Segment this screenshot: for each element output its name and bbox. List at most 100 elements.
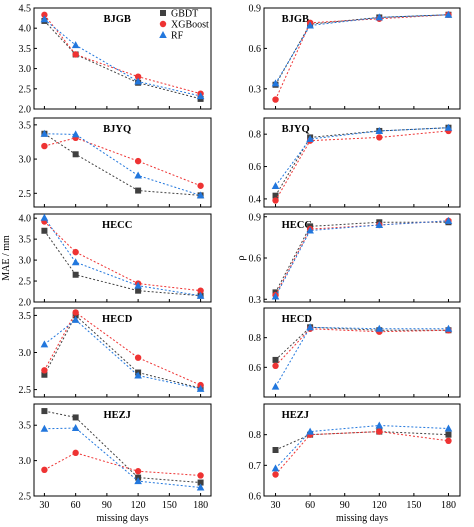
data-point-rf: [375, 324, 384, 332]
y-tick-label: 0.6: [249, 44, 262, 55]
panel-rho-hecd: 0.6 0.8 HECD: [249, 307, 461, 398]
panel-mae-bjyq: 2.5 3.0 3.5 BJYQ: [19, 117, 212, 208]
data-point-gbdt: [72, 271, 79, 278]
data-point-xgboost: [134, 468, 142, 475]
y-tick-label: 3.5: [19, 421, 32, 432]
panel-rho-hecc: 0.3 0.6 0.9 HECC: [249, 212, 461, 306]
panel-frame: [33, 7, 212, 110]
y-tick-label: 0.3: [249, 295, 262, 306]
data-point-xgboost: [272, 96, 279, 103]
data-point-rf: [444, 424, 453, 432]
series-line-gbdt: [44, 133, 201, 196]
series-line-rf: [44, 217, 201, 297]
data-point-xgboost: [41, 466, 48, 474]
data-point-rf: [40, 129, 49, 137]
panel-title: HEZJ: [282, 410, 309, 421]
y-tick-label: 4.0: [19, 214, 32, 225]
y-tick-label: 0.6: [249, 363, 262, 374]
data-point-xgboost: [134, 73, 142, 80]
y-tick-label: 0.6: [249, 254, 262, 265]
data-point-xgboost: [272, 362, 279, 370]
y-tick-label: 3.5: [19, 120, 32, 131]
series-line-gbdt: [43, 314, 201, 389]
data-point-xgboost: [376, 134, 383, 141]
data-point-rf: [134, 171, 142, 179]
data-point-rf: [40, 340, 49, 348]
data-point-rf: [306, 226, 314, 234]
y-tick-label: 2.5: [19, 189, 32, 200]
x-tick-label: 30: [39, 500, 49, 511]
y-tick-label: 0.8: [249, 333, 262, 344]
series-line-xgboost: [275, 431, 449, 475]
data-point-gbdt: [272, 192, 279, 199]
data-point-gbdt: [135, 287, 142, 294]
legend-label-xgboost: XGBoost: [171, 20, 209, 31]
y-tick-label: 0.3: [249, 84, 262, 95]
data-point-rf: [40, 15, 49, 23]
series-line-gbdt: [275, 221, 449, 293]
series-line-xgboost: [44, 14, 201, 95]
panel-frame: [33, 403, 212, 497]
series-line-rf: [275, 127, 449, 187]
y-tick-label: 3.5: [19, 235, 32, 246]
y-axis-label: ρ: [236, 256, 247, 261]
panel-rho-hezj: 0.6 0.7 0.8 30 60 90 120 150 180 HEZJ: [249, 403, 461, 511]
data-point-gbdt: [41, 408, 48, 415]
panel-frame: [263, 117, 461, 208]
y-axis-label: MAE / mm: [1, 235, 12, 281]
series-line-rf: [44, 18, 201, 97]
data-point-xgboost: [197, 182, 204, 189]
y-tick-label: 4.5: [19, 4, 32, 15]
series-line-xgboost: [275, 328, 449, 367]
data-point-rf: [71, 424, 80, 432]
series-line-xgboost: [43, 311, 201, 386]
data-point-rf: [375, 126, 384, 134]
x-tick-label: 30: [271, 500, 281, 511]
data-point-rf: [271, 382, 280, 390]
series-line-rf: [44, 427, 201, 489]
y-tick-label: 2.5: [19, 492, 32, 503]
data-point-rf: [196, 191, 205, 199]
x-tick-label: 150: [406, 500, 421, 511]
y-tick-label: 3.0: [19, 348, 32, 359]
data-point-rf: [134, 77, 142, 85]
series-line-gbdt: [275, 326, 449, 361]
x-tick-label: 150: [162, 500, 177, 511]
data-point-rf: [444, 216, 453, 224]
y-tick-label: 3.0: [19, 64, 32, 75]
data-point-xgboost: [41, 11, 48, 19]
legend-label-gbdt: GBDT: [171, 9, 198, 20]
panel-rho-bjgb: 0.3 0.6 0.9 BJGB: [249, 4, 461, 110]
y-tick-label: 2.5: [19, 277, 32, 288]
data-point-rf: [271, 464, 280, 472]
data-point-rf: [375, 421, 384, 429]
data-point-rf: [40, 213, 49, 221]
data-point-rf: [271, 79, 280, 87]
panel-mae-hecd: 2.5 3.0 3.5 HECD: [19, 307, 212, 398]
data-point-gbdt: [197, 479, 204, 486]
panel-title: HECD: [282, 314, 313, 325]
series-line-xgboost: [275, 130, 449, 201]
series-line-xgboost: [44, 137, 201, 187]
panel-title: HEZJ: [103, 410, 130, 421]
data-point-rf: [306, 323, 314, 331]
data-point-gbdt: [72, 414, 79, 421]
data-point-gbdt: [41, 371, 48, 378]
data-point-rf: [444, 123, 453, 131]
legend-marker-gbdt: [160, 10, 166, 16]
data-point-xgboost: [41, 142, 48, 150]
y-tick-label: 0.8: [249, 430, 262, 441]
panel-title: HECC: [282, 220, 312, 231]
series-line-xgboost: [275, 220, 449, 296]
y-tick-label: 0.9: [249, 4, 262, 15]
series-line-rf: [275, 14, 449, 84]
data-point-rf: [306, 135, 314, 143]
data-point-xgboost: [72, 309, 79, 316]
x-tick-label: 60: [305, 500, 315, 511]
x-tick-label: 60: [71, 500, 81, 511]
series-line-xgboost: [44, 452, 201, 476]
y-tick-label: 4.0: [19, 24, 32, 35]
data-point-rf: [271, 181, 280, 189]
data-point-rf: [134, 281, 142, 289]
series-line-xgboost: [275, 14, 449, 100]
